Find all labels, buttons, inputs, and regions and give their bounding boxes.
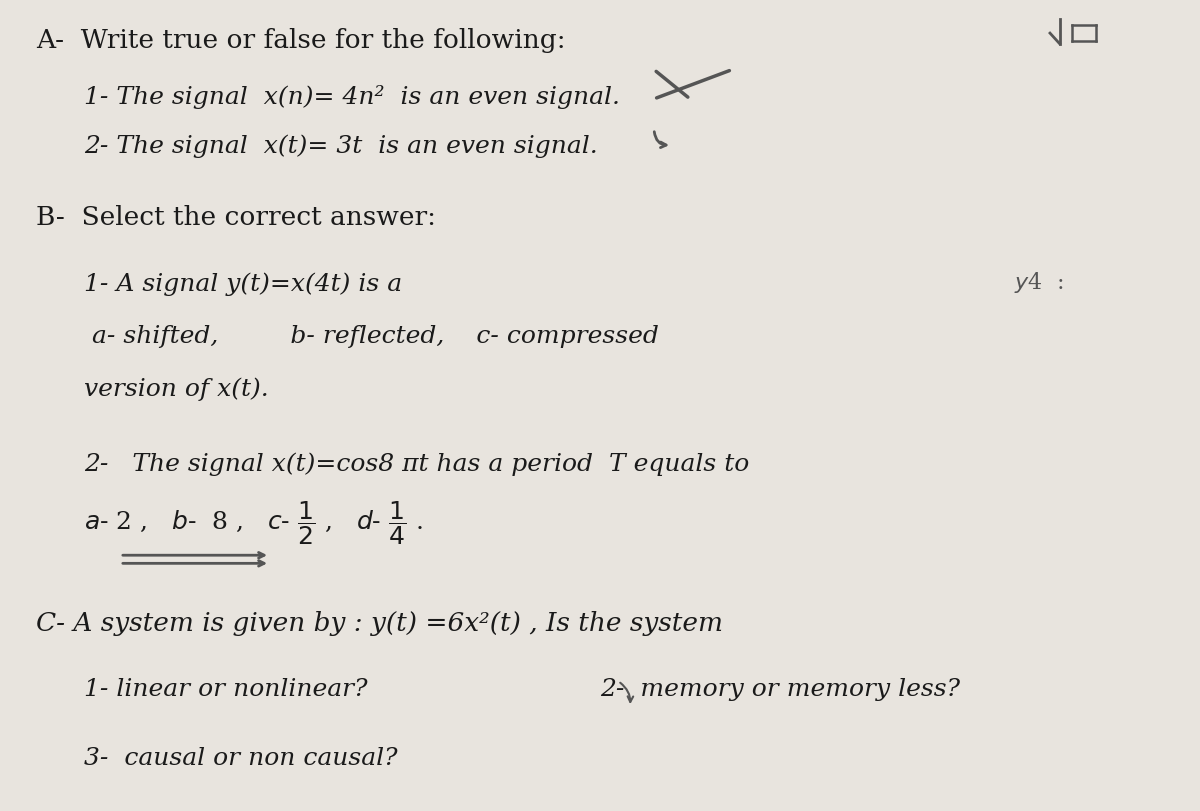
Text: version of x(t).: version of x(t).	[84, 377, 269, 401]
Text: 2-   The signal x(t)=cos8 πt has a period  T equals to: 2- The signal x(t)=cos8 πt has a period …	[84, 452, 749, 475]
Text: a- shifted,         b- reflected,    c- compressed: a- shifted, b- reflected, c- compressed	[84, 324, 659, 347]
Text: A-  Write true or false for the following:: A- Write true or false for the following…	[36, 28, 565, 54]
Text: 1- The signal  x(n)= 4n²  is an even signal.: 1- The signal x(n)= 4n² is an even signa…	[84, 85, 620, 109]
Text: 1- A signal y(t)=x(4t) is a: 1- A signal y(t)=x(4t) is a	[84, 272, 402, 295]
Text: C- A system is given by : y(t) =6x²(t) , Is the system: C- A system is given by : y(t) =6x²(t) ,…	[36, 610, 722, 635]
Text: 2-  memory or memory less?: 2- memory or memory less?	[600, 677, 960, 700]
Text: 2- The signal  x(t)= 3t  is an even signal.: 2- The signal x(t)= 3t is an even signal…	[84, 134, 598, 157]
Text: 3-  causal or non causal?: 3- causal or non causal?	[84, 746, 397, 769]
Text: B-  Select the correct answer:: B- Select the correct answer:	[36, 204, 436, 230]
Text: 1- linear or nonlinear?: 1- linear or nonlinear?	[84, 677, 367, 700]
Text: $\it{a}$- 2 ,   $\it{b}$-  8 ,   $\it{c}$- $\dfrac{1}{2}$ ,   $\it{d}$- $\dfrac{: $\it{a}$- 2 , $\it{b}$- 8 , $\it{c}$- $\…	[84, 499, 422, 547]
Text: $\it{y}$4  :: $\it{y}$4 :	[1014, 269, 1063, 294]
